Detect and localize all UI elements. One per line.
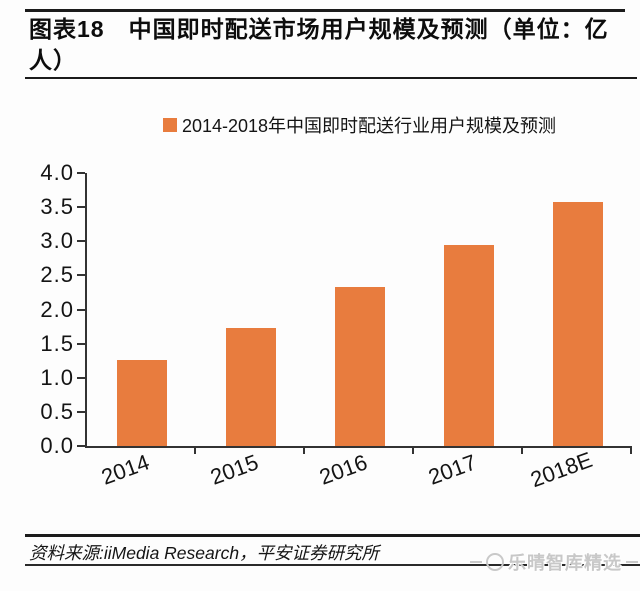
y-tick-mark <box>77 445 85 447</box>
y-tick-mark <box>77 274 85 277</box>
header-top-rule <box>25 9 625 12</box>
bar-2016 <box>334 287 385 446</box>
figure-title: 图表18 中国即时配送市场用户规模及预测（单位：亿 人） <box>29 16 609 73</box>
y-tick-label: 2.0 <box>40 296 74 322</box>
header-bottom-rule <box>25 77 637 79</box>
y-tick-label: 4.0 <box>40 160 74 185</box>
bar-2014 <box>116 360 167 446</box>
footer-top-rule <box>25 534 640 537</box>
bar-2017 <box>443 245 494 446</box>
y-tick-label: 3.5 <box>40 194 74 220</box>
x-tick-mark <box>412 448 414 454</box>
x-tick-mark <box>521 448 523 454</box>
y-tick-mark <box>77 376 85 379</box>
x-tick-mark <box>303 448 305 454</box>
y-tick-label: 1.5 <box>40 330 74 356</box>
footer-bottom-rule <box>25 564 640 566</box>
y-tick-label: 1.0 <box>40 364 74 390</box>
x-tick-mark <box>194 448 196 454</box>
plot-area: 2014 2015 2016 2017 2018E <box>77 172 632 492</box>
y-tick-mark <box>77 172 85 174</box>
bar-2018E <box>552 202 603 446</box>
legend-label: 2014-2018年中国即时配送行业用户规模及预测 <box>181 116 557 136</box>
y-tick-mark <box>77 240 85 243</box>
y-tick-label: 2.5 <box>40 262 74 288</box>
y-tick-mark <box>77 308 85 311</box>
x-tick-label: 2014 <box>98 449 153 490</box>
watermark: 乐晴智库精选 <box>470 549 638 575</box>
y-tick-mark <box>77 206 85 209</box>
y-tick-label: 0.5 <box>40 398 74 424</box>
y-tick-mark <box>77 342 85 345</box>
chart-legend: 2014-2018年中国即时配送行业用户规模及预测 <box>87 114 632 136</box>
x-tick-mark <box>630 448 632 454</box>
y-tick-mark <box>77 410 85 413</box>
bar-2015 <box>225 328 276 446</box>
watermark-dash <box>470 561 482 563</box>
watermark-text: 乐晴智库精选 <box>508 553 622 573</box>
source-note: 资料来源:iiMedia Research，平安证券研究所 <box>29 543 380 563</box>
legend-swatch-icon <box>162 118 177 132</box>
watermark-logo-icon <box>486 553 504 571</box>
y-tick-label: 3.0 <box>40 228 74 254</box>
watermark-dash <box>626 561 638 563</box>
y-tick-label: 0.0 <box>40 433 74 458</box>
